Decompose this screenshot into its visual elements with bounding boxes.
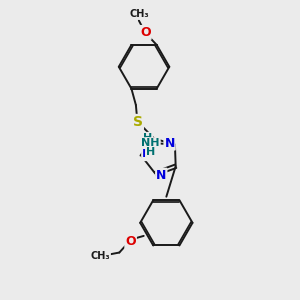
Text: O: O [125, 235, 136, 248]
Text: N: N [164, 136, 175, 150]
Text: S: S [133, 115, 143, 129]
Text: CH₃: CH₃ [91, 251, 110, 261]
Text: N: N [142, 147, 152, 160]
Text: N: N [156, 169, 166, 182]
Text: NH: NH [141, 138, 160, 148]
Text: H: H [146, 147, 155, 157]
Text: H: H [143, 133, 152, 143]
Text: O: O [140, 26, 151, 39]
Text: CH₃: CH₃ [130, 9, 149, 19]
